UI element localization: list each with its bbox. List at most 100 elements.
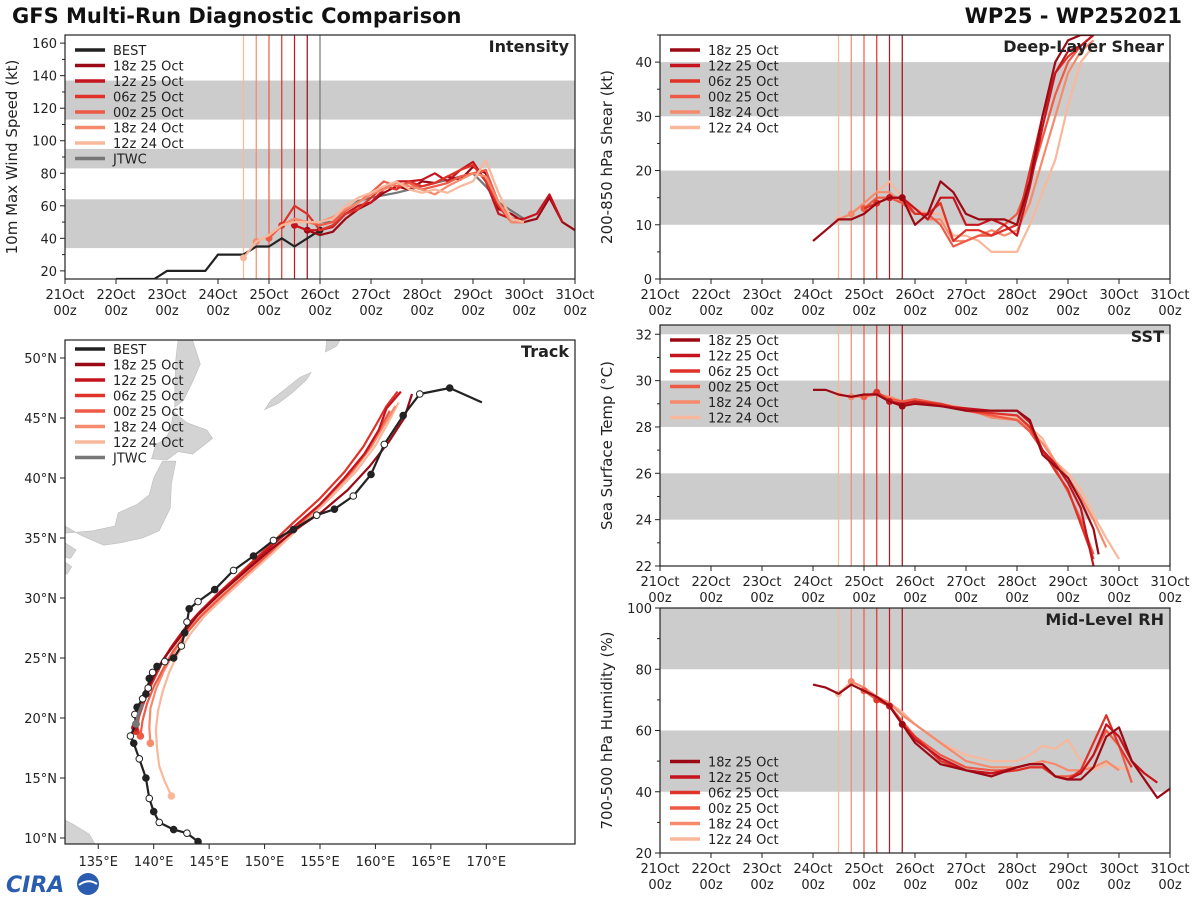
legend-label: 06z 25 Oct: [708, 365, 779, 380]
legend-label: 18z 25 Oct: [708, 756, 779, 771]
y-axis-label: 10m Max Wind Speed (kt): [3, 60, 21, 255]
lon-tick-label: 160°E: [356, 855, 396, 870]
track-position-marker: [180, 629, 189, 637]
track-position-marker: [415, 390, 424, 398]
y-tick-label: 60: [40, 200, 57, 215]
series-line: [116, 229, 321, 279]
x-tick-sublabel: 00z: [801, 304, 825, 319]
x-tick-label: 28Oct: [402, 288, 441, 303]
track-position-marker: [445, 384, 454, 392]
track-position-marker: [312, 511, 321, 520]
x-tick-sublabel: 00z: [563, 304, 587, 319]
legend-label: 12z 24 Oct: [708, 122, 779, 137]
legend-label: JTWC: [112, 452, 147, 467]
sst-panel: 22242628303221Oct00z22Oct00z23Oct00z24Oc…: [598, 324, 1190, 606]
y-tick-label: 40: [635, 56, 652, 71]
track-line: [154, 401, 400, 797]
legend-label: 12z 24 Oct: [708, 412, 779, 427]
x-tick-sublabel: 00z: [954, 304, 978, 319]
series-line: [255, 172, 524, 243]
x-tick-label: 31Oct: [1150, 862, 1189, 877]
lat-tick-label: 10°N: [24, 832, 57, 847]
legend-label: 00z 25 Oct: [708, 381, 779, 396]
legend-label: 12z 24 Oct: [708, 833, 779, 848]
x-tick-sublabel: 00z: [954, 878, 978, 893]
x-tick-sublabel: 00z: [410, 304, 434, 319]
land-polygon: [174, 340, 201, 408]
figure-title: GFS Multi-Run Diagnostic Comparison: [12, 4, 462, 28]
y-tick-label: 24: [635, 514, 652, 529]
x-tick-label: 29Oct: [1048, 288, 1087, 303]
x-tick-label: 24Oct: [793, 288, 832, 303]
track-position-marker: [177, 642, 186, 650]
series-line: [812, 683, 1170, 799]
x-tick-label: 27Oct: [946, 862, 985, 877]
track-position-marker: [169, 825, 178, 834]
y-tick-label: 60: [635, 725, 652, 740]
x-tick-label: 28Oct: [997, 862, 1036, 877]
x-tick-sublabel: 00z: [308, 304, 332, 319]
track-position-marker: [132, 720, 140, 728]
lat-tick-label: 40°N: [24, 472, 57, 487]
x-tick-label: 24Oct: [793, 575, 832, 590]
track-position-marker: [145, 674, 154, 683]
lat-tick-label: 35°N: [24, 532, 57, 547]
x-tick-label: 29Oct: [453, 288, 492, 303]
legend-label: 12z 25 Oct: [708, 771, 779, 786]
y-tick-label: 40: [635, 786, 652, 801]
track-position-marker: [136, 732, 145, 740]
y-axis-label: 700-500 hPa Humidity (%): [598, 631, 616, 829]
x-tick-sublabel: 00z: [1107, 591, 1131, 606]
track-position-marker: [148, 668, 157, 677]
x-tick-sublabel: 00z: [801, 878, 825, 893]
x-tick-label: 22Oct: [691, 288, 730, 303]
land-polygon: [263, 371, 312, 411]
x-tick-sublabel: 00z: [954, 591, 978, 606]
track-position-marker: [229, 566, 238, 575]
x-tick-label: 26Oct: [895, 862, 934, 877]
legend-label: 18z 25 Oct: [113, 359, 184, 374]
legend-label: 12z 24 Oct: [113, 436, 184, 451]
plot-area: [65, 35, 575, 279]
land-polygon: [65, 561, 73, 575]
x-tick-sublabel: 00z: [104, 304, 128, 319]
x-tick-label: 25Oct: [844, 575, 883, 590]
plot-area: [660, 35, 1170, 279]
series-line: [812, 35, 1094, 242]
x-tick-label: 22Oct: [691, 575, 730, 590]
x-tick-label: 29Oct: [1048, 862, 1087, 877]
legend-label: 00z 25 Oct: [708, 802, 779, 817]
plot-area: [660, 608, 1170, 853]
y-tick-label: 22: [635, 560, 652, 575]
x-tick-sublabel: 00z: [257, 304, 281, 319]
legend-label: 18z 25 Oct: [708, 334, 779, 349]
legend-label: 12z 25 Oct: [708, 60, 779, 75]
track-position-marker: [269, 536, 278, 545]
x-tick-sublabel: 00z: [206, 304, 230, 319]
map-area: [65, 340, 483, 844]
track-position-marker: [160, 657, 169, 666]
x-tick-sublabel: 00z: [1005, 878, 1029, 893]
track-panel: 10°N 15°N 20°N 25°N 30°N 35°N 40°N 45°N 50°N 135°…: [24, 339, 576, 870]
cira-logo-text: CIRA: [6, 873, 64, 898]
track-position-marker: [380, 440, 389, 449]
x-tick-sublabel: 00z: [1005, 591, 1029, 606]
y-axis-label: Sea Surface Temp (°C): [598, 361, 616, 530]
x-tick-sublabel: 00z: [512, 304, 536, 319]
x-tick-label: 24Oct: [198, 288, 237, 303]
x-tick-label: 31Oct: [555, 288, 594, 303]
x-tick-label: 26Oct: [895, 575, 934, 590]
x-tick-sublabel: 00z: [648, 591, 672, 606]
legend-label: BEST: [113, 343, 146, 358]
lon-tick-label: 145°E: [189, 855, 229, 870]
y-tick-label: 30: [635, 375, 652, 390]
y-tick-label: 0: [644, 273, 652, 288]
x-tick-label: 25Oct: [844, 862, 883, 877]
rh-panel: 2040608010021Oct00z22Oct00z23Oct00z24Oct…: [598, 602, 1190, 893]
legend-label: 18z 24 Oct: [113, 122, 184, 137]
lat-tick-label: 20°N: [24, 712, 57, 727]
track-position-marker: [249, 552, 258, 560]
x-tick-label: 23Oct: [742, 575, 781, 590]
track-position-marker: [210, 585, 219, 594]
